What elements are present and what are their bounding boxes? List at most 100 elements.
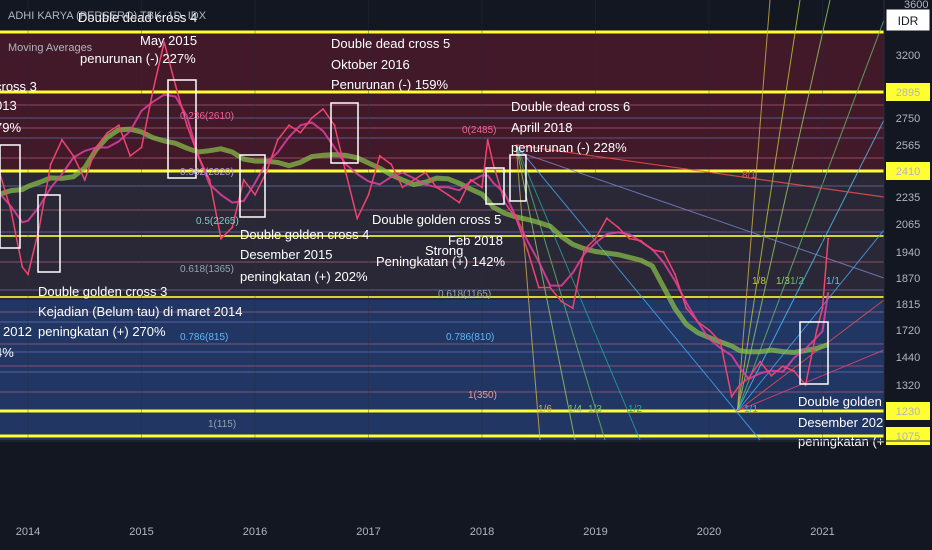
- annotation-label-7: Aprill 2018: [511, 120, 572, 135]
- x-tick-2020: 2020: [697, 526, 721, 538]
- price-point-41: [435, 186, 438, 189]
- price-tick-8: 1940: [896, 247, 920, 259]
- trendline-down-2: [515, 150, 885, 279]
- price-point-50: [526, 248, 529, 251]
- price-point-71: [759, 360, 762, 363]
- price-point-9: [72, 154, 75, 157]
- price-point-47: [492, 163, 495, 166]
- annotation-label-22: 4%: [0, 345, 14, 360]
- fan-label-5: 1/6: [538, 404, 552, 415]
- annotation-label-12: Double golden cross 4: [240, 227, 369, 242]
- price-tick-9: 1870: [896, 273, 920, 285]
- fib-label-2: 0.5(2265): [196, 216, 239, 227]
- fan-line-right-7: [737, 349, 885, 412]
- price-point-17: [163, 41, 166, 44]
- price-point-69: [738, 384, 741, 386]
- zone-axis: [0, 440, 932, 550]
- price-point-42: [447, 193, 449, 196]
- price-point-10: [83, 178, 86, 181]
- annotation-label-24: Desember 2020: [798, 415, 891, 430]
- price-tick-4: 2565: [896, 140, 920, 152]
- price-point-52: [549, 286, 552, 289]
- annotation-label-0: Double dead cross 4: [78, 10, 197, 25]
- fib-label-8: 0.786(810): [446, 332, 494, 343]
- price-point-28: [288, 124, 290, 127]
- annotation-label-1: May 2015: [140, 33, 197, 48]
- price-point-27: [276, 138, 279, 141]
- price-tick-6: 2235: [896, 192, 920, 204]
- price-point-59: [628, 237, 631, 240]
- price-tick-bg-2: [886, 83, 930, 101]
- price-point-51: [537, 286, 540, 289]
- price-point-30: [310, 117, 313, 119]
- price-point-3: [10, 209, 12, 212]
- price-tick-3: 2750: [896, 113, 920, 125]
- price-point-76: [815, 329, 818, 331]
- price-point-23: [231, 226, 234, 229]
- event-box-3: [239, 154, 266, 218]
- price-axis-top-tick: 3600: [904, 0, 928, 11]
- price-tick-15: 1075: [896, 431, 920, 443]
- x-tick-2015: 2015: [129, 526, 153, 538]
- fan-label-0: 8/1: [742, 170, 756, 181]
- annotation-label-3: Double dead cross 5: [331, 36, 450, 51]
- price-point-31: [322, 108, 325, 110]
- price-point-45: [481, 186, 483, 189]
- price-point-55: [583, 248, 586, 251]
- price-point-63: [674, 273, 676, 276]
- price-point-19: [185, 124, 188, 127]
- fan-label-1: 1/8: [752, 276, 766, 287]
- price-point-12: [106, 131, 109, 134]
- annotation-label-9: cross 3: [0, 79, 37, 94]
- fib-label-3: 0.618(1365): [180, 264, 234, 275]
- price-point-38: [401, 186, 404, 189]
- event-box-5: [485, 167, 505, 205]
- fan-line-right-3: [736, 19, 885, 412]
- price-point-22: [220, 237, 222, 240]
- price-point-37: [390, 163, 393, 166]
- price-point-57: [605, 217, 608, 220]
- price-point-60: [639, 239, 642, 242]
- price-point-64: [685, 307, 688, 310]
- price-point-5: [27, 273, 29, 276]
- annotation-label-2: penurunan (-) 227%: [80, 51, 196, 66]
- event-box-1: [37, 194, 61, 273]
- price-point-67: [719, 340, 722, 343]
- price-tick-11: 1720: [896, 325, 920, 337]
- price-point-49: [515, 217, 517, 220]
- zone-top: [0, 0, 884, 32]
- annotation-label-26: Strong: [425, 243, 463, 258]
- fan-label-2: 1/3: [776, 276, 790, 287]
- annotation-label-10: 013: [0, 98, 17, 113]
- price-point-26: [265, 171, 268, 174]
- fan-label-4: 1/1: [826, 276, 840, 287]
- fan-line-right-0: [736, 0, 771, 412]
- ticker-title: ADHI KARYA (PERSERO) TBK, 1D, IDX: [8, 10, 207, 22]
- price-tick-bg-14: [886, 402, 930, 420]
- x-tick-2014: 2014: [16, 526, 40, 538]
- price-point-4: [21, 265, 24, 268]
- price-point-13: [117, 124, 120, 127]
- price-tick-14: 1230: [896, 406, 920, 418]
- price-point-35: [367, 193, 370, 196]
- price-point-25: [254, 193, 256, 196]
- price-point-78: [827, 237, 830, 240]
- price-point-56: [594, 237, 597, 240]
- price-point-54: [571, 307, 574, 310]
- price-point-29: [299, 131, 302, 134]
- price-tick-2: 2895: [896, 87, 920, 99]
- fan-line-right-5: [736, 229, 885, 412]
- price-point-16: [151, 90, 154, 93]
- price-point-40: [424, 171, 427, 174]
- price-point-46: [486, 138, 489, 141]
- price-point-21: [208, 178, 211, 181]
- price-point-24: [242, 178, 245, 181]
- fan-label-6: 1/4: [568, 404, 582, 415]
- annotation-label-8: penurunan (-) 228%: [511, 140, 627, 155]
- price-point-15: [140, 146, 143, 149]
- fan-label-3: 1/2: [790, 276, 804, 287]
- fib-label-7: 0.618(1165): [438, 289, 491, 300]
- fan-label-7: 1/3: [588, 404, 602, 415]
